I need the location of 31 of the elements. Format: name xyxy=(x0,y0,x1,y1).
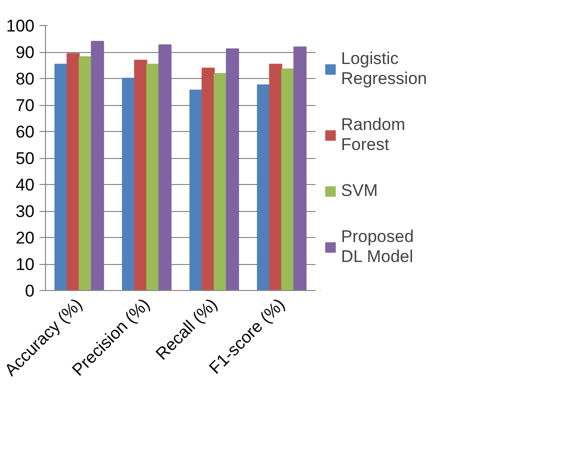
bar xyxy=(122,78,136,290)
y-tick-label: 10 xyxy=(16,255,35,274)
legend-label: Random Forest xyxy=(341,114,406,154)
y-tick-label: 30 xyxy=(16,202,35,221)
y-tick-label: 70 xyxy=(16,96,35,115)
bar xyxy=(202,68,215,290)
y-tick-label: 60 xyxy=(16,122,35,142)
y-tick-label: 40 xyxy=(16,176,35,194)
bar xyxy=(66,53,80,290)
bar xyxy=(226,48,240,290)
legend-label: Logistic Regression xyxy=(341,48,427,88)
y-tick-label: 90 xyxy=(16,43,35,62)
legend-label: Proposed DL Model xyxy=(341,226,414,266)
bar xyxy=(281,68,294,290)
bar xyxy=(78,56,92,290)
y-tick-label: 80 xyxy=(16,70,35,88)
y-tick-label: 50 xyxy=(16,149,35,168)
bar xyxy=(158,44,172,290)
bar xyxy=(189,90,203,290)
y-tick-label: 100 xyxy=(6,16,35,36)
bar xyxy=(134,60,148,290)
legend-label: SVM xyxy=(341,180,378,200)
y-tick-label: 0 xyxy=(25,282,35,300)
bar xyxy=(90,40,104,290)
bar xyxy=(146,64,160,290)
y-tick-label: 20 xyxy=(16,228,35,248)
bar xyxy=(214,72,227,290)
bar xyxy=(293,46,307,290)
bar xyxy=(256,84,270,290)
bar xyxy=(54,64,68,290)
bar xyxy=(269,64,282,290)
